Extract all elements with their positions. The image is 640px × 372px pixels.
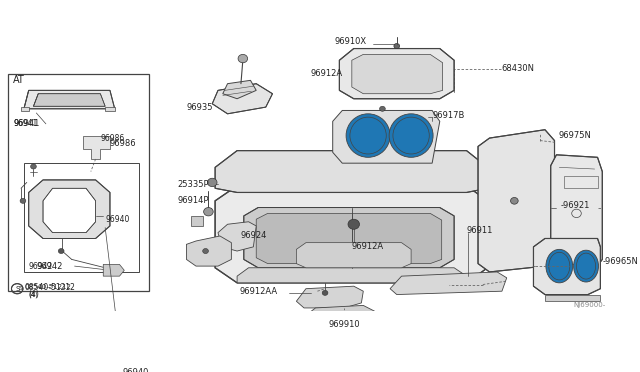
Text: 96941: 96941 [13,119,40,128]
Polygon shape [218,222,256,251]
Text: 08540-51212: 08540-51212 [25,283,76,292]
Polygon shape [212,84,273,114]
Polygon shape [333,110,440,163]
Polygon shape [215,186,488,283]
Circle shape [20,198,26,203]
Circle shape [380,106,385,111]
Polygon shape [186,236,232,266]
Text: 96924: 96924 [241,231,268,240]
Polygon shape [308,305,375,326]
Polygon shape [296,243,411,268]
Text: 68430N: 68430N [501,64,534,73]
Text: 96912AA: 96912AA [239,287,277,296]
Text: 96986: 96986 [100,134,125,142]
Text: 969910: 969910 [328,320,360,329]
Circle shape [322,291,328,295]
Text: 96941: 96941 [13,119,38,128]
Polygon shape [534,238,600,295]
Polygon shape [256,214,442,264]
Bar [24,163,139,272]
Text: 96986: 96986 [110,140,136,148]
Polygon shape [296,286,364,308]
Text: AT: AT [13,76,25,85]
Text: -96921: -96921 [560,201,589,209]
Ellipse shape [346,114,390,157]
Text: -96965N: -96965N [602,257,638,266]
Polygon shape [237,268,467,283]
Circle shape [58,248,64,254]
Bar [545,295,600,301]
Polygon shape [478,130,554,272]
Polygon shape [215,151,488,192]
Polygon shape [244,208,454,268]
Polygon shape [352,54,443,94]
Text: S: S [19,286,23,291]
Text: 96914P: 96914P [178,196,209,205]
Polygon shape [29,180,110,238]
Polygon shape [390,272,507,295]
Text: 96940: 96940 [122,368,148,372]
Polygon shape [103,264,124,276]
Polygon shape [24,90,115,109]
Circle shape [511,198,518,204]
Text: 96912A: 96912A [310,69,343,78]
Ellipse shape [546,249,573,283]
Circle shape [348,219,360,229]
Polygon shape [550,155,602,269]
Text: NJ69000-: NJ69000- [573,302,606,308]
Circle shape [203,248,209,254]
Text: 96942: 96942 [29,262,53,270]
Polygon shape [223,80,256,99]
Text: 96935: 96935 [186,103,213,112]
Bar [191,216,203,226]
Polygon shape [83,135,110,159]
Text: (4): (4) [29,290,40,299]
Polygon shape [33,94,105,106]
Text: 96917B: 96917B [432,111,465,120]
Circle shape [31,164,36,169]
Text: 08540-51212: 08540-51212 [25,284,72,290]
Text: 96940: 96940 [105,215,129,224]
Text: 96942: 96942 [36,262,63,270]
Text: 96975N: 96975N [558,131,591,140]
Text: (4): (4) [29,291,38,298]
Bar [8,74,149,291]
Text: S: S [15,286,19,292]
Circle shape [204,208,213,216]
Text: 96911: 96911 [467,226,493,235]
Polygon shape [43,188,95,232]
Ellipse shape [389,114,433,157]
Text: 25335P: 25335P [178,180,209,189]
Polygon shape [339,48,454,99]
Circle shape [394,44,399,48]
Polygon shape [21,107,29,111]
Circle shape [207,178,217,187]
Ellipse shape [573,250,598,282]
Polygon shape [105,107,115,111]
Text: 96910X: 96910X [335,37,367,46]
Bar [564,176,598,188]
Text: 96912A: 96912A [352,242,384,251]
Circle shape [238,54,248,63]
